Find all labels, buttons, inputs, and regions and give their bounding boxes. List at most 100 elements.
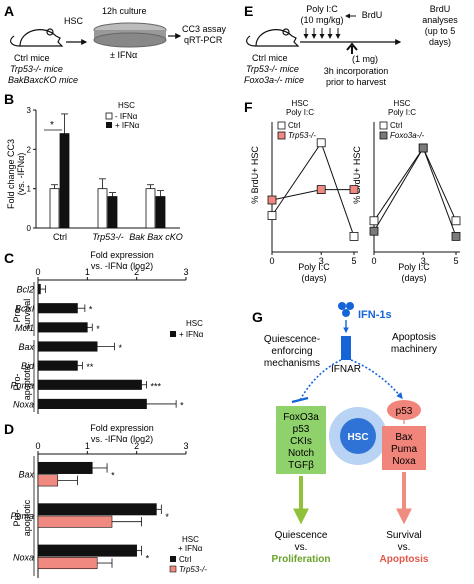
chart-c: 0 1 2 3 Bcl2 Bclxl * Mcl1 * Bax * Bid ** Puma *** Noxa * (10, 267, 189, 414)
panel-g-ifn: IFN-1s (358, 309, 392, 321)
c-x-tick-label: 3 (183, 267, 188, 277)
f1-point (349, 231, 359, 241)
panel-a-culture: 12h culture (102, 6, 147, 16)
panel-d-legend-title-1: HSC (182, 535, 199, 544)
c-y-tick-label: Noxa (13, 399, 34, 409)
panel-g-red-2: Puma (391, 444, 418, 455)
panel-a: A Ctrl mice Trp53-/- mice BakBaxcKO mice… (4, 3, 227, 85)
panel-c-axis-title-2: vs. -IFNα (log2) (91, 261, 153, 271)
d-y-tick-label: Noxa (13, 552, 34, 562)
f2-legend-label: Ctrl (390, 121, 403, 130)
panel-g-p53: p53 (396, 406, 413, 417)
c-y-tick-label: Mcl1 (15, 323, 34, 333)
panel-g-p53-bubble (387, 400, 421, 420)
f2-x-tick-label: 5 (453, 256, 458, 266)
panel-g: G IFN-1s IFNAR Quiescence- enforcing mec… (252, 302, 437, 565)
panel-d-legend-swatch-trp53 (169, 565, 177, 573)
panel-d-letter: D (4, 421, 14, 437)
f1-point (316, 138, 326, 148)
f2-series-line (373, 146, 457, 237)
panel-g-activate-path (350, 359, 403, 399)
b-x-tick-label: Ctrl (53, 232, 67, 242)
f1-legend-swatch (277, 121, 286, 130)
panel-d-legend-title-2: + IFNα (178, 544, 203, 553)
panel-g-quiescence-mech-3: mechanisms (264, 358, 320, 369)
panel-g-outcome-left-2: vs. (295, 542, 308, 553)
panel-b-legend-title: HSC (118, 101, 135, 110)
chart-b: 0 1 2 3 Ctrl Trp53-/- Bak Bax cKO (27, 106, 183, 242)
d-y-tick-label: Puma (10, 511, 34, 521)
panel-c-letter: C (4, 250, 14, 266)
panel-b-ylabel-2: (vs. -IFNα) (16, 153, 26, 196)
f2-point (418, 143, 428, 153)
panel-d-legend-label-trp53: Trp53-/- (179, 565, 207, 574)
panel-g-quiescence-mech-1: Quiescence- (264, 334, 320, 345)
b-y-tick-label: 1 (27, 185, 32, 194)
panel-b: B Fold change CC3 (vs. -IFNα) 0 1 2 3 Ctrl Tr… (4, 91, 183, 242)
f1-series-line (271, 189, 354, 201)
panel-f-title2-2: Poly I:C (388, 108, 416, 117)
panel-a-mouse-ctrl: Ctrl mice (14, 53, 50, 63)
b-bar (155, 196, 166, 229)
panel-c-axis-title-1: Fold expression (90, 250, 154, 260)
panel-e-polyic: Poly I:C (306, 4, 338, 14)
panel-g-quiescence-mech-2: enforcing (271, 346, 312, 357)
mouse-icon (10, 28, 64, 47)
d-bar (37, 461, 93, 474)
chart-d: 0 1 2 3 Bax * Puma * Noxa * (10, 441, 189, 578)
f1-x-tick-label: 0 (269, 256, 274, 266)
panel-a-mouse-bakbax: BakBaxcKO mice (8, 75, 78, 85)
d-x-tick-label: 2 (134, 441, 139, 451)
panel-c: C Fold expression vs. -IFNα (log2) 0 1 2 3 B… (4, 250, 204, 414)
d-x-tick-label: 1 (85, 441, 90, 451)
b-y-tick-label: 0 (27, 224, 32, 233)
injection-arrows (303, 28, 341, 39)
panel-g-red-3: Noxa (392, 456, 416, 467)
panel-b-legend-label-plus: + IFNα (115, 121, 140, 130)
f1-x-tick-label: 3 (319, 256, 324, 266)
panel-f-xlabel-3: Poly I:C (398, 262, 430, 272)
b-y-tick-label: 3 (27, 106, 32, 115)
f1-legend-label: Trp53-/- (288, 131, 316, 140)
c-x-tick-label: 2 (134, 267, 139, 277)
panel-a-assay-qrt: qRT-PCR (184, 35, 223, 45)
panel-f-xlabel-4: (days) (401, 273, 426, 283)
panel-f: F HSC Poly I:C HSC Poly I:C % BrdU+ HSC … (244, 99, 461, 283)
panel-g-hsc: HSC (347, 432, 368, 443)
panel-g-green-box (276, 406, 326, 474)
b-x-tick-label: Trp53-/- (92, 232, 123, 242)
c-bar (37, 303, 78, 314)
f2-x-tick-label: 0 (371, 256, 376, 266)
d-sig: * (146, 553, 150, 563)
panel-a-letter: A (4, 3, 14, 19)
panel-e-brdu-up-arrow (346, 42, 358, 54)
c-x-tick-label: 1 (85, 267, 90, 277)
c-bar (37, 398, 147, 409)
b-x-tick-label: Bak Bax cKO (129, 232, 183, 242)
d-bar (37, 557, 98, 570)
d-bar (37, 544, 137, 557)
panel-b-legend-label-minus: - IFNα (115, 112, 138, 121)
f2-legend-swatch (379, 131, 388, 140)
c-y-tick-label: Bax (18, 342, 34, 352)
panel-f-ylabel-right: % BrdU+ HSC (352, 146, 362, 204)
f2-x-tick-label: 3 (421, 256, 426, 266)
panel-d-axis-title-2: vs. -IFNα (log2) (91, 434, 153, 444)
c-bar (37, 284, 41, 295)
panel-f-ylabel-left: % BrdU+ HSC (250, 146, 260, 204)
d-bar (37, 474, 59, 487)
b-bar (97, 188, 108, 229)
panel-e-analyses-2: analyses (422, 15, 458, 25)
c-sig: ** (86, 362, 94, 372)
ifn-icon (338, 302, 354, 317)
panel-e-analyses-3: (up to 5 (425, 26, 456, 36)
panel-f-title2-1: HSC (394, 99, 411, 108)
f2-point (369, 216, 379, 226)
panel-g-letter: G (252, 309, 263, 325)
f2-legend-label: Foxo3a-/- (390, 131, 425, 140)
panel-e-brdu: BrdU (362, 10, 383, 20)
d-bar (37, 503, 157, 516)
panel-g-ifnar-receptor (341, 336, 351, 360)
